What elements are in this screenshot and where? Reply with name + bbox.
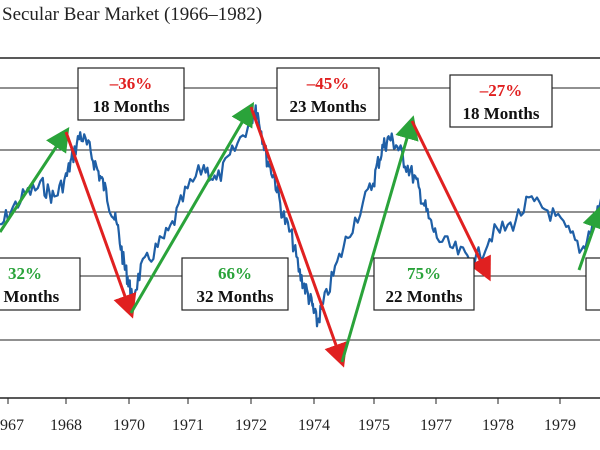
annotation-duration: 23 Months: [290, 97, 367, 116]
annotation-percent: 32%: [8, 264, 42, 283]
x-tick-label: 1972: [235, 417, 267, 434]
annotation-duration: 6 Months: [0, 287, 60, 306]
chart-title: Secular Bear Market (1966–1982): [2, 4, 263, 25]
uptrend-arrow: [0, 126, 70, 233]
x-tick-label: 1978: [482, 417, 514, 434]
uptrend-arrow: [129, 101, 255, 314]
x-tick-label: 1974: [298, 417, 330, 434]
annotation-percent: –45%: [306, 74, 350, 93]
annotation-frame: [276, 67, 380, 121]
series-line: [0, 104, 600, 328]
annotation-frame: [373, 257, 475, 311]
annotation-box-1: 32% 6 Months: [0, 257, 81, 311]
x-tick-label: 1977: [420, 417, 452, 434]
annotation-duration: 32 Months: [197, 287, 274, 306]
annotation-duration: 18 Months: [93, 97, 170, 116]
annotation-percent: 66%: [218, 264, 252, 283]
annotation-percent: –36%: [109, 74, 153, 93]
x-tick-label: 1968: [50, 417, 82, 434]
uptrend-arrow: [577, 204, 600, 271]
annotation-frame: [181, 257, 289, 311]
downtrend-arrow: [249, 106, 348, 368]
annotation-box-3: 66% 32 Months: [181, 257, 289, 311]
annotation-box-2: –36% 18 Months: [77, 67, 185, 121]
annotation-box-6: –27% 18 Months: [449, 74, 553, 128]
x-tick-label: 1970: [113, 417, 145, 434]
x-tick-label: 1979: [544, 417, 576, 434]
annotation-duration: 22 Months: [386, 287, 463, 306]
arrow-layer: [0, 101, 600, 368]
x-tick-label: 1967: [0, 417, 24, 434]
annotation-frame: [77, 67, 185, 121]
annotation-box-4: –45% 23 Months: [276, 67, 380, 121]
annotation-frame: [585, 257, 600, 311]
annotation-duration: 18 Months: [463, 104, 540, 123]
uptrend-arrow: [340, 115, 419, 363]
annotation-frame: [0, 257, 81, 311]
x-axis: 1967 1968 1970 1971 1972 1974 1975 1977 1978 1979: [0, 398, 576, 434]
annotation-box-7: 1: [585, 257, 600, 311]
annotation-frame: [449, 74, 553, 128]
downtrend-arrow: [410, 120, 491, 282]
x-tick-label: 1971: [172, 417, 204, 434]
series-layer: [0, 104, 600, 328]
annotation-percent: 75%: [407, 264, 441, 283]
downtrend-arrow: [64, 131, 137, 319]
annotation-layer: 32% 6 Months –36% 18 Months 66% 32 Months –45%…: [0, 67, 600, 311]
annotation-percent: –27%: [479, 81, 523, 100]
x-tick-label: 1975: [358, 417, 390, 434]
annotation-box-5: 75% 22 Months: [373, 257, 475, 311]
